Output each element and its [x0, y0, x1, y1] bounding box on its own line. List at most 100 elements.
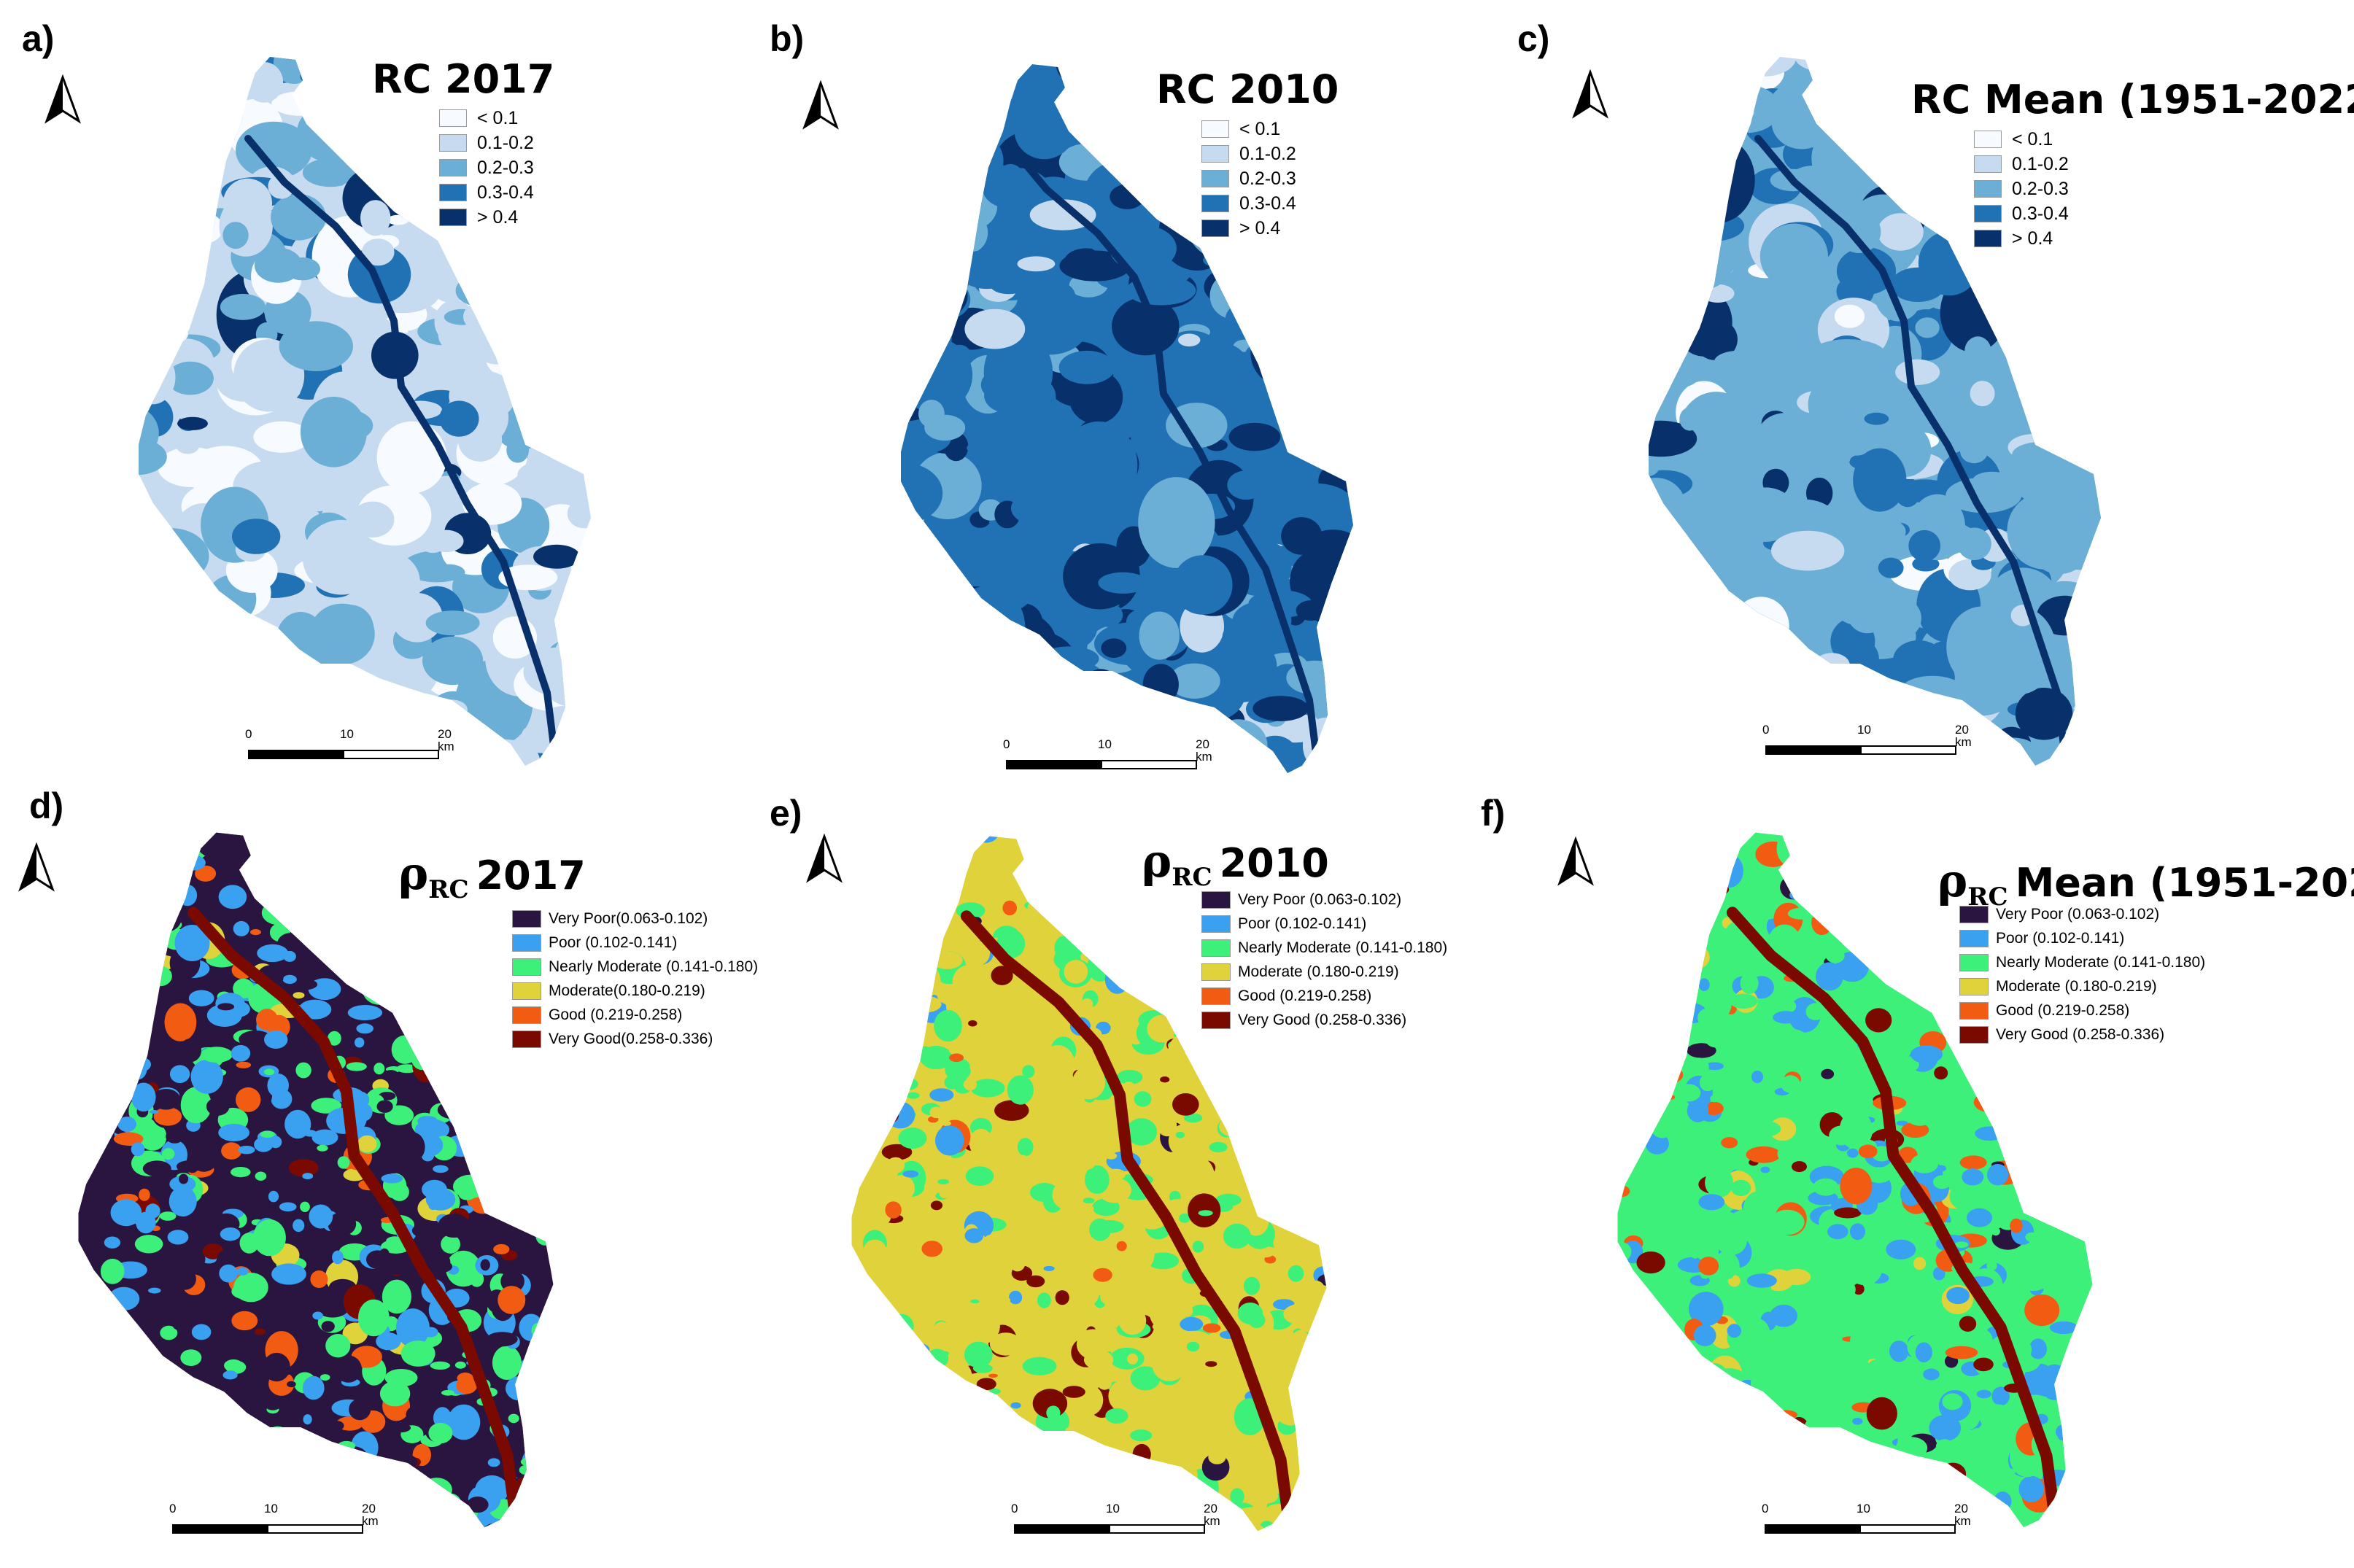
legend-label: Very Poor (0.063-0.102) — [1996, 905, 2160, 923]
legend-swatch — [1201, 939, 1231, 957]
legend-label: Moderate (0.180-0.219) — [1996, 977, 2157, 995]
scale-bar: 0 10 20 km — [1762, 1502, 1976, 1546]
panel-label: c) — [1517, 18, 1550, 59]
legend-label: Nearly Moderate (0.141-0.180) — [549, 958, 759, 975]
map-title: ρRC 2010 — [1142, 839, 1329, 890]
panel-label: d) — [29, 785, 64, 826]
panel-label: b) — [770, 18, 805, 59]
legend-item: < 0.1 — [1201, 117, 1296, 141]
scale-bar-segment — [267, 1524, 363, 1534]
legend-item: Nearly Moderate (0.141-0.180) — [1201, 936, 1447, 960]
map-title-text: RC 2010 — [1156, 66, 1339, 112]
scale-tick-label: 0 — [1003, 737, 1010, 751]
legend-swatch — [1974, 230, 2002, 247]
legend-item: Very Good (0.258-0.336) — [1201, 1008, 1447, 1032]
legend-item: 0.2-0.3 — [439, 155, 534, 180]
legend-label: Good (0.219-0.258) — [1238, 987, 1372, 1004]
legend-swatch — [512, 934, 541, 952]
scale-tick-label: 10 — [1857, 1502, 1870, 1515]
legend-item: < 0.1 — [1974, 127, 2069, 152]
legend-swatch — [1201, 145, 1229, 163]
legend-label: Very Poor(0.063-0.102) — [549, 909, 708, 927]
legend-label: 0.2-0.3 — [477, 157, 534, 178]
legend-item: Good (0.219-0.258) — [1959, 998, 2205, 1022]
map-raster — [901, 64, 1353, 773]
legend-swatch — [1201, 963, 1231, 981]
legend-label: 0.1-0.2 — [1239, 143, 1296, 164]
rho-symbol: ρ — [1142, 834, 1172, 888]
legend-item: Very Good(0.258-0.336) — [512, 1027, 758, 1051]
rho-subscript: RC — [1172, 863, 1212, 892]
scale-bar-segment — [172, 1524, 268, 1534]
legend-item: Moderate(0.180-0.219) — [512, 979, 758, 1003]
legend-swatch — [1201, 890, 1231, 909]
legend: < 0.1 0.1-0.2 0.2-0.3 0.3-0.4 > 0.4 — [439, 106, 534, 230]
legend-swatch — [1201, 195, 1229, 212]
watershed-map — [1649, 57, 2101, 766]
legend-item: < 0.1 — [439, 106, 534, 131]
legend-label: > 0.4 — [2012, 228, 2053, 249]
panel-label: a) — [22, 18, 55, 59]
legend-label: > 0.4 — [1239, 217, 1281, 238]
legend-label: Good (0.219-0.258) — [1996, 1001, 2130, 1019]
legend-label: Poor (0.102-0.141) — [1238, 915, 1367, 932]
legend-item: 0.3-0.4 — [439, 180, 534, 205]
scale-tick-label: 20 km — [438, 727, 454, 753]
legend-label: Poor (0.102-0.141) — [549, 934, 678, 951]
legend-item: > 0.4 — [1201, 216, 1296, 241]
north-arrow-icon — [1572, 69, 1608, 119]
scale-bar: 0 10 20 km — [1003, 737, 1217, 782]
panel-d-rho-2017: d) ρRC 2017 Very Poor(0.063-0.102) Poor (0… — [7, 784, 781, 1557]
scale-bar-segment — [343, 750, 439, 759]
legend-item: 0.2-0.3 — [1201, 166, 1296, 191]
north-arrow-icon — [1557, 837, 1594, 886]
scale-bar-segment — [1006, 760, 1102, 769]
map-title-text: Mean (1951-2022) — [2015, 860, 2354, 906]
legend-swatch — [439, 109, 467, 127]
legend-label: 0.2-0.3 — [1239, 168, 1296, 189]
legend-label: Nearly Moderate (0.141-0.180) — [1996, 953, 2206, 971]
scale-tick-label: 20 km — [1204, 1502, 1220, 1528]
scale-tick-label: 0 — [1762, 1502, 1769, 1515]
legend-swatch — [1974, 131, 2002, 148]
scale-bar: 0 10 20 km — [245, 727, 460, 772]
legend-item: Good (0.219-0.258) — [512, 1003, 758, 1027]
legend-label: 0.2-0.3 — [2012, 178, 2069, 199]
legend-item: Nearly Moderate (0.141-0.180) — [1959, 950, 2205, 974]
scale-tick-label: 20 km — [1955, 723, 1972, 749]
map-title-text: 2010 — [1219, 840, 1329, 886]
legend-item: > 0.4 — [1974, 226, 2069, 251]
legend-label: 0.3-0.4 — [477, 182, 534, 203]
scale-bar-segment — [1109, 1524, 1205, 1534]
legend-label: Very Good (0.258-0.336) — [1996, 1025, 2165, 1043]
legend-item: Poor (0.102-0.141) — [1959, 926, 2205, 950]
scale-tick-label: 20 km — [1196, 737, 1212, 764]
panel-e-rho-2010: e) ρRC 2010 Very Poor (0.063-0.102) Poor (… — [770, 784, 1543, 1557]
scale-bar-segment — [1765, 1524, 1861, 1534]
panel-c-rc-mean: c) RC Mean (1951-2022) < 0.1 0.1-0.2 0.2-0… — [1517, 7, 2354, 780]
legend-label: < 0.1 — [1239, 118, 1281, 139]
panel-a-rc-2017: a) RC 2017 < 0.1 0.1-0.2 0.2-0.3 0.3-0.4 > 0… — [7, 7, 781, 780]
legend-label: Very Good(0.258-0.336) — [549, 1030, 713, 1047]
legend-label: Good (0.219-0.258) — [549, 1006, 683, 1023]
scale-tick-label: 10 — [340, 727, 354, 741]
legend-item: Very Poor (0.063-0.102) — [1201, 888, 1447, 912]
legend-swatch — [1201, 915, 1231, 933]
legend-swatch — [1959, 953, 1989, 971]
scale-bar-segment — [1859, 1524, 1956, 1534]
rho-symbol: ρ — [398, 847, 429, 900]
legend-swatch — [439, 134, 467, 152]
legend: Very Poor (0.063-0.102) Poor (0.102-0.141… — [1201, 888, 1447, 1032]
north-arrow-icon — [18, 842, 55, 892]
legend-swatch — [439, 159, 467, 176]
watershed-map — [1617, 832, 2093, 1528]
watershed-map — [901, 64, 1353, 773]
legend-swatch — [1201, 987, 1231, 1005]
legend: < 0.1 0.1-0.2 0.2-0.3 0.3-0.4 > 0.4 — [1974, 127, 2069, 251]
legend-label: Very Poor (0.063-0.102) — [1238, 890, 1402, 908]
legend-label: Poor (0.102-0.141) — [1996, 929, 2125, 947]
legend-swatch — [439, 184, 467, 201]
scale-tick-label: 10 — [1857, 723, 1871, 737]
map-title-text: 2017 — [476, 853, 586, 899]
north-arrow-icon — [806, 834, 843, 883]
